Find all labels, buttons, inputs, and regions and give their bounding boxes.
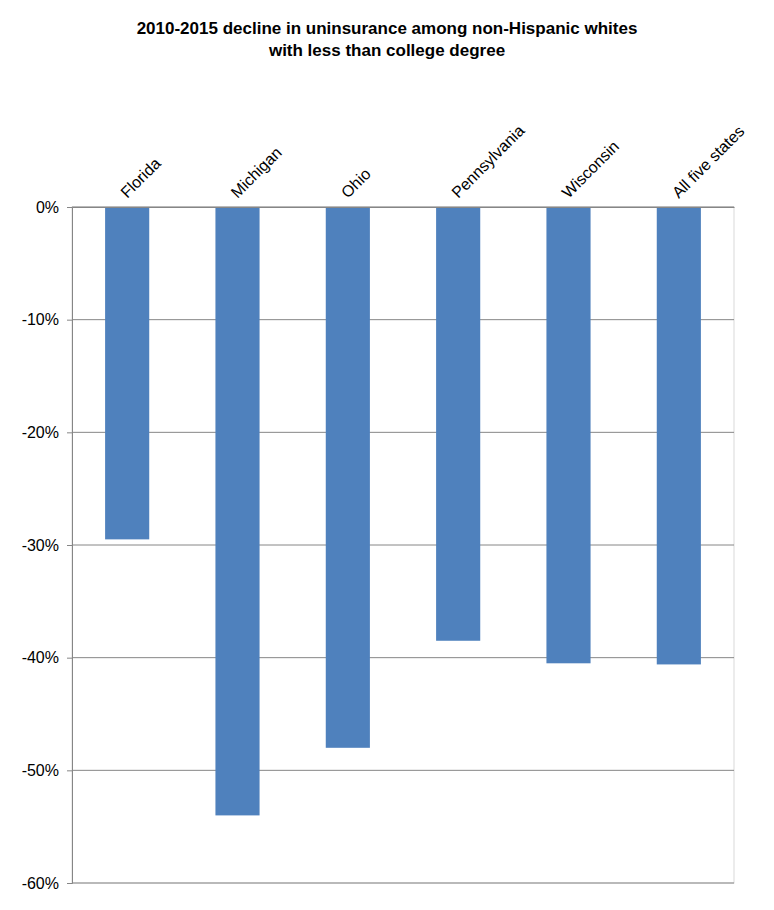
x-tick: Pennsylvania [448, 122, 527, 201]
x-tick-label: Wisconsin [559, 138, 623, 202]
y-tick: -60% [22, 875, 72, 892]
y-axis: 0% -10% -20% -30% -40% -50% -60% [22, 199, 73, 892]
bar [436, 207, 480, 641]
title-line: with less than college degree [268, 41, 505, 60]
x-tick: Florida [117, 154, 164, 201]
y-tick-label: -20% [22, 424, 59, 441]
x-tick-label: Florida [117, 154, 164, 201]
title-line: 2010-2015 decline in uninsurance among n… [137, 19, 638, 38]
x-tick-label: All five states [669, 122, 748, 201]
chart: 2010-2015 decline in uninsurance among n… [0, 0, 774, 910]
plot-frame [72, 207, 734, 883]
y-tick-mark [67, 320, 72, 321]
x-tick: Wisconsin [559, 138, 623, 202]
y-tick: -30% [22, 537, 72, 554]
bar [105, 207, 149, 539]
grid-line [72, 432, 734, 433]
bar [326, 207, 370, 748]
grid-line [72, 883, 734, 884]
x-axis-line [73, 207, 735, 208]
bar [215, 207, 259, 815]
grid-line [72, 770, 734, 771]
x-tick-label: Pennsylvania [448, 122, 527, 201]
grid-line [72, 545, 734, 546]
x-tick: All five states [669, 122, 748, 201]
y-axis-line [67, 208, 73, 884]
title: 2010-2015 decline in uninsurance among n… [137, 19, 638, 60]
y-tick-label: -50% [22, 762, 59, 779]
plot: 0% -10% -20% -30% -40% -50% -60% Florida Michiga… [22, 122, 748, 892]
y-tick-mark [67, 658, 72, 659]
x-tick-label: Ohio [338, 165, 374, 201]
x-tick-label: Michigan [228, 144, 285, 201]
y-tick-mark [67, 432, 72, 433]
y-tick: -50% [22, 762, 72, 779]
grid-line [72, 207, 734, 208]
y-tick-mark [67, 883, 72, 884]
x-tick: Ohio [338, 165, 374, 201]
y-tick-label: -40% [22, 649, 59, 666]
y-tick-mark [67, 770, 72, 771]
bars [105, 207, 701, 815]
y-tick: -10% [22, 311, 72, 328]
y-tick-mark [67, 545, 72, 546]
y-tick-label: 0% [36, 199, 59, 216]
y-tick-label: -60% [22, 875, 59, 892]
x-tick: Michigan [228, 144, 285, 201]
grid-line [72, 319, 734, 320]
bar [546, 207, 590, 663]
grid-line [72, 657, 734, 658]
y-tick: -40% [22, 649, 72, 666]
y-tick: 0% [36, 199, 72, 216]
y-tick-label: -10% [22, 311, 59, 328]
bar [657, 207, 701, 664]
x-axis: Florida Michigan Ohio Pennsylvania Wisconsin… [73, 122, 748, 208]
grid [72, 207, 734, 883]
y-tick-label: -30% [22, 537, 59, 554]
y-tick-mark [67, 207, 72, 208]
y-tick: -20% [22, 424, 72, 441]
